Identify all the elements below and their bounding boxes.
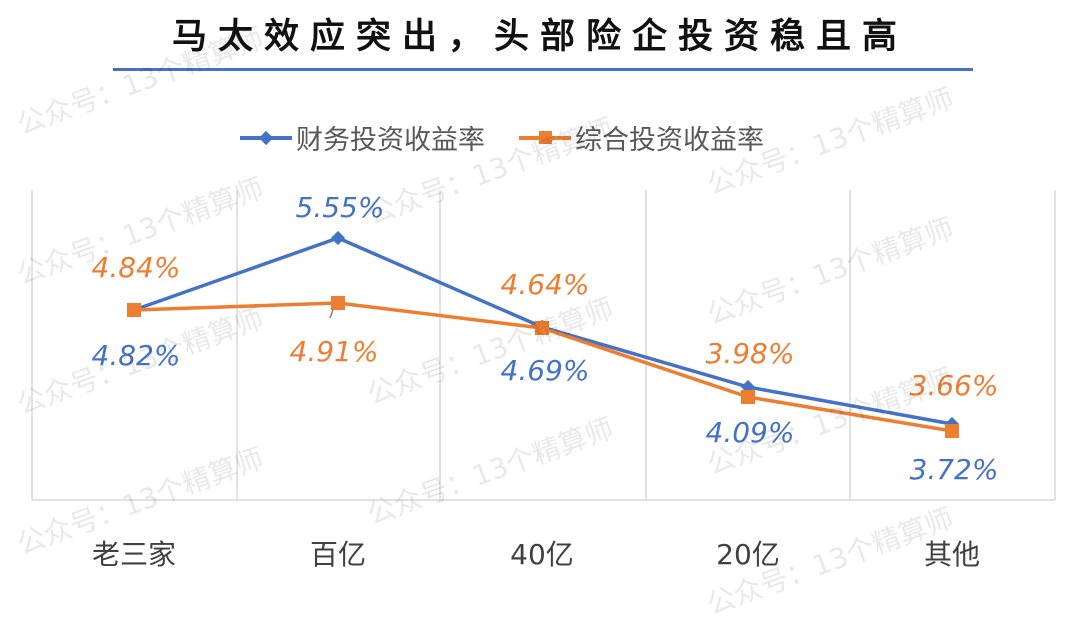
- data-label-financial: 5.55%: [295, 191, 385, 224]
- x-axis-label: 百亿: [309, 538, 367, 571]
- leader-line: [329, 309, 334, 319]
- legend-item-comprehensive: 综合投资收益率: [519, 118, 764, 157]
- data-label-comprehensive: 4.64%: [500, 268, 590, 301]
- x-axis-label: 其他: [923, 538, 981, 571]
- title-underline: [113, 68, 973, 71]
- x-axis-label: 20亿: [716, 538, 780, 571]
- x-axis-label: 40亿: [510, 538, 574, 571]
- data-label-financial: 4.69%: [500, 354, 590, 387]
- chart-title: 马太效应突出，头部险企投资稳且高: [171, 17, 908, 57]
- legend-square-line-icon: [519, 127, 571, 149]
- legend-item-financial: 财务投资收益率: [240, 118, 485, 157]
- chart-legend: 财务投资收益率 综合投资收益率: [240, 118, 764, 157]
- legend-diamond-line-icon: [240, 127, 292, 149]
- gridlines: [31, 190, 1056, 501]
- data-label-comprehensive: 4.84%: [91, 251, 181, 284]
- data-label-comprehensive: 4.91%: [289, 335, 379, 368]
- data-label-financial: 4.09%: [705, 416, 795, 449]
- data-label-financial: 4.82%: [91, 339, 181, 372]
- series-comprehensive-markers: [127, 296, 959, 438]
- data-label-comprehensive: 3.66%: [909, 369, 999, 402]
- x-axis-label: 老三家: [91, 538, 177, 571]
- plot-area: [31, 190, 1056, 501]
- legend-label: 综合投资收益率: [575, 125, 764, 156]
- legend-label: 财务投资收益率: [296, 125, 485, 156]
- data-label-comprehensive: 3.98%: [705, 337, 795, 370]
- data-label-financial: 3.72%: [909, 453, 999, 486]
